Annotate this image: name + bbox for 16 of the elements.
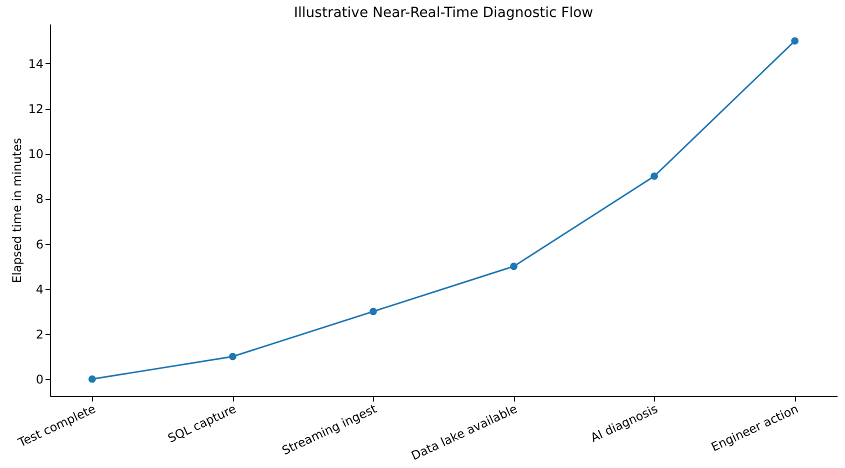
y-tick-label: 0 — [36, 372, 44, 387]
y-axis-title: Elapsed time in minutes — [10, 138, 24, 284]
y-tick-label: 10 — [28, 147, 44, 162]
y-tick-label: 8 — [36, 192, 44, 206]
point — [791, 37, 799, 45]
point — [228, 352, 236, 360]
point — [510, 262, 518, 270]
y-tick-label: 4 — [36, 282, 44, 296]
y-tick-label: 2 — [36, 328, 44, 342]
y-tick-label: 14 — [28, 56, 44, 71]
point — [370, 308, 377, 316]
chart-title: Illustrative Near-Real-Time Diagnostic Flow — [294, 5, 594, 21]
y-tick-label: 12 — [28, 102, 44, 116]
y-tick-label: 6 — [36, 237, 44, 252]
point — [88, 375, 96, 383]
point — [650, 172, 658, 180]
